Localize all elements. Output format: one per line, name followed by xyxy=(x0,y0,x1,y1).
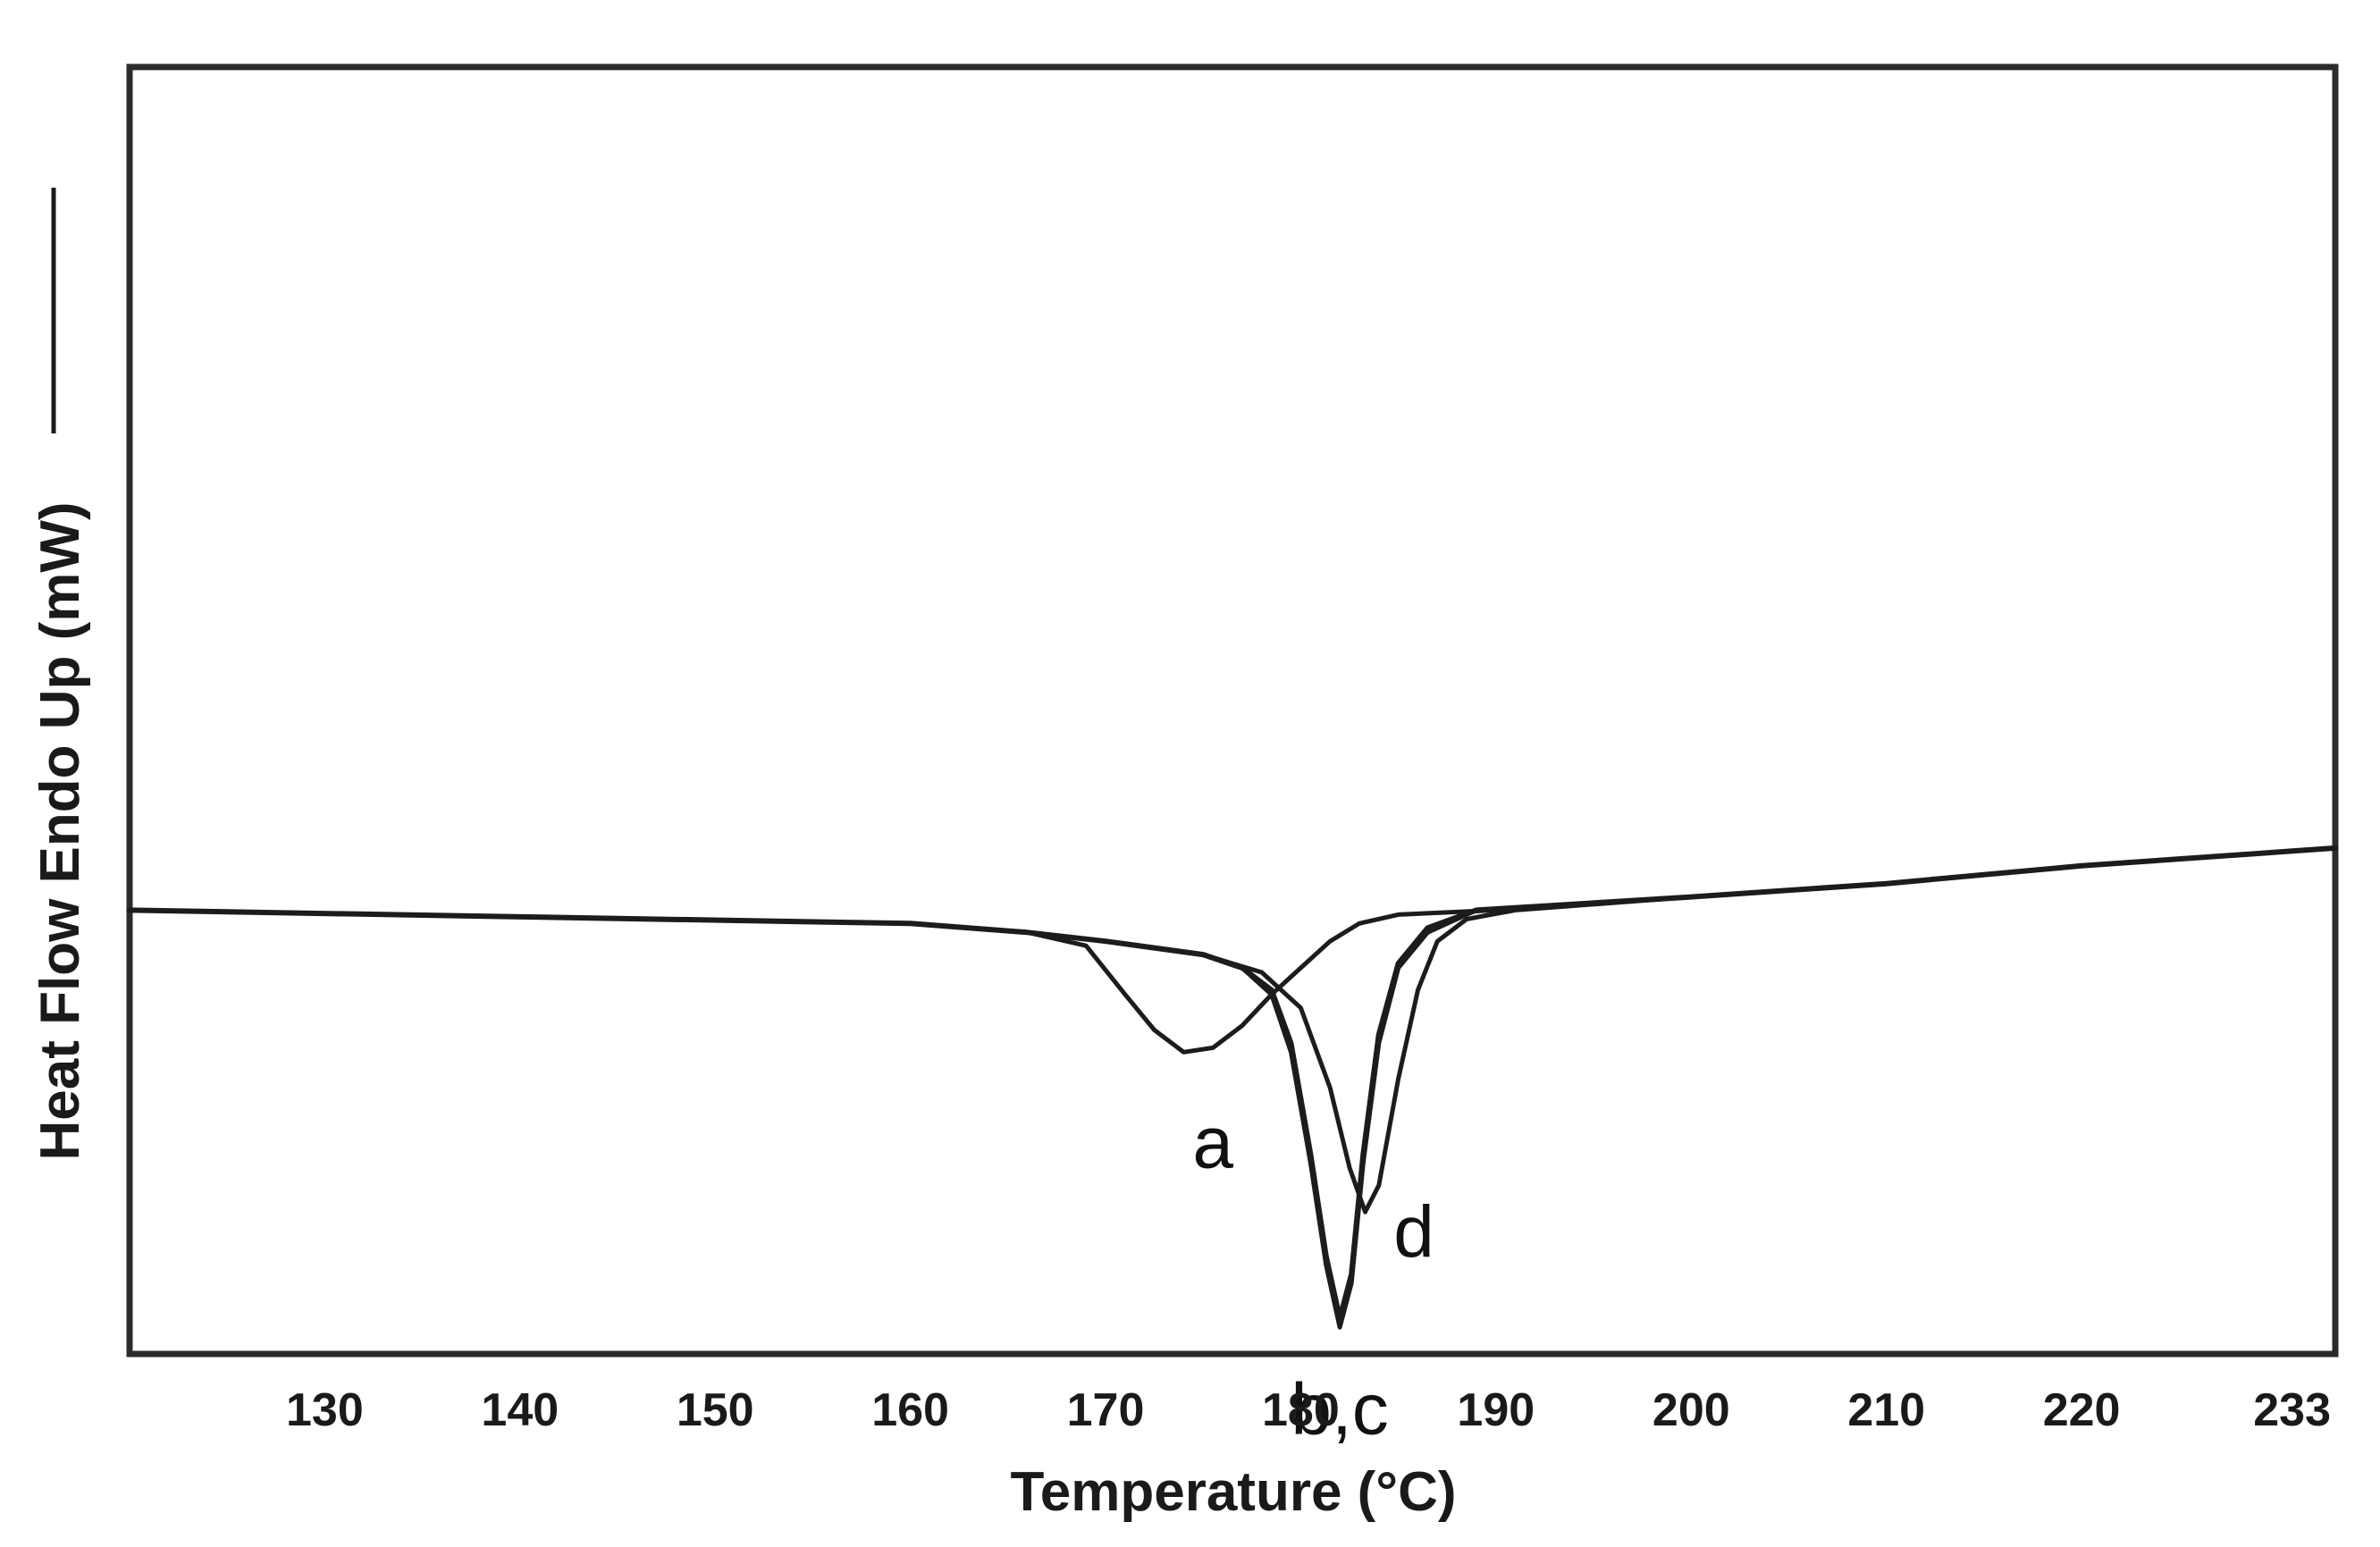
curve-labels-group: a b,c d xyxy=(1192,1102,1434,1450)
y-axis-title: Heat Flow Endo Up (mW) xyxy=(29,501,91,1160)
curves-group xyxy=(127,845,2338,1330)
x-tick-label: 190 xyxy=(1457,1384,1535,1436)
curve-label-b: b,c xyxy=(1291,1368,1388,1450)
x-tick-label: 130 xyxy=(286,1384,364,1436)
curve-d xyxy=(127,845,2338,1215)
x-tick-label: 160 xyxy=(871,1384,949,1436)
curve-b xyxy=(127,845,2338,1322)
x-tick-label: 170 xyxy=(1067,1384,1145,1436)
x-axis-title: Temperature (°C) xyxy=(1010,1461,1456,1523)
x-tick-label: 220 xyxy=(2043,1384,2121,1436)
curve-c xyxy=(127,845,2338,1330)
curve-a xyxy=(127,845,2338,1055)
x-tick-label: 180 xyxy=(1262,1384,1340,1436)
plot-frame xyxy=(126,63,2339,1358)
x-tick-label: 150 xyxy=(677,1384,754,1436)
x-tick-label: 200 xyxy=(1653,1384,1730,1436)
x-tick-label: 210 xyxy=(1847,1384,1925,1436)
curve-label-a: a xyxy=(1192,1102,1233,1183)
x-tick-label: 140 xyxy=(481,1384,559,1436)
curve-label-d: d xyxy=(1393,1191,1434,1273)
x-tick-label: 233 xyxy=(2253,1384,2331,1436)
x-tick-labels-group: 130 140 150 160 170 180 190 200 210 220 233 xyxy=(286,1384,2331,1436)
